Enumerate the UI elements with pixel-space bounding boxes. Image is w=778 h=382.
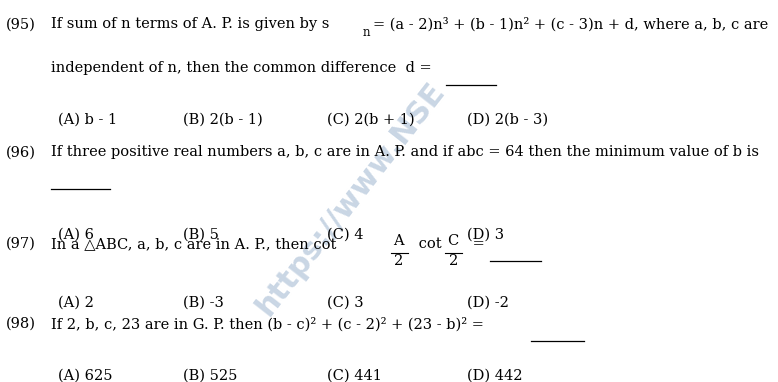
Text: (B) 2(b - 1): (B) 2(b - 1) <box>183 113 263 127</box>
Text: (A) 2: (A) 2 <box>58 296 94 310</box>
Text: A: A <box>393 234 404 248</box>
Text: (D) -2: (D) -2 <box>467 296 509 310</box>
Text: 2: 2 <box>449 254 458 269</box>
Text: C: C <box>447 234 458 248</box>
Text: (B) 525: (B) 525 <box>183 369 237 382</box>
Text: If sum of n terms of A. P. is given by s: If sum of n terms of A. P. is given by s <box>51 17 330 31</box>
Text: n: n <box>363 26 370 39</box>
Text: 2: 2 <box>394 254 404 269</box>
Text: (B) -3: (B) -3 <box>183 296 224 310</box>
Text: (A) 625: (A) 625 <box>58 369 113 382</box>
Text: If 2, b, c, 23 are in G. P. then (b - c)² + (c - 2)² + (23 - b)² =: If 2, b, c, 23 are in G. P. then (b - c)… <box>51 317 489 332</box>
Text: (95): (95) <box>6 17 36 31</box>
Text: =: = <box>468 237 485 251</box>
Text: (B) 5: (B) 5 <box>183 227 219 241</box>
Text: cot: cot <box>414 237 442 251</box>
Text: independent of n, then the common difference  d =: independent of n, then the common differ… <box>51 61 436 75</box>
Text: (96): (96) <box>6 145 37 159</box>
Text: (98): (98) <box>6 317 37 331</box>
Text: (C) 2(b + 1): (C) 2(b + 1) <box>327 113 415 127</box>
Text: (C) 3: (C) 3 <box>327 296 363 310</box>
Text: https://www.NSE: https://www.NSE <box>251 76 450 321</box>
Text: In a △ABC, a, b, c are in A. P., then cot: In a △ABC, a, b, c are in A. P., then co… <box>51 237 337 251</box>
Text: = (a - 2)n³ + (b - 1)n² + (c - 3)n + d, where a, b, c are: = (a - 2)n³ + (b - 1)n² + (c - 3)n + d, … <box>373 17 769 32</box>
Text: (D) 3: (D) 3 <box>467 227 504 241</box>
Text: (A) b - 1: (A) b - 1 <box>58 113 117 127</box>
Text: (A) 6: (A) 6 <box>58 227 94 241</box>
Text: (D) 442: (D) 442 <box>467 369 522 382</box>
Text: If three positive real numbers a, b, c are in A. P. and if abc = 64 then the min: If three positive real numbers a, b, c a… <box>51 145 759 159</box>
Text: (D) 2(b - 3): (D) 2(b - 3) <box>467 113 548 127</box>
Text: (C) 441: (C) 441 <box>327 369 382 382</box>
Text: (C) 4: (C) 4 <box>327 227 363 241</box>
Text: (97): (97) <box>6 237 36 251</box>
